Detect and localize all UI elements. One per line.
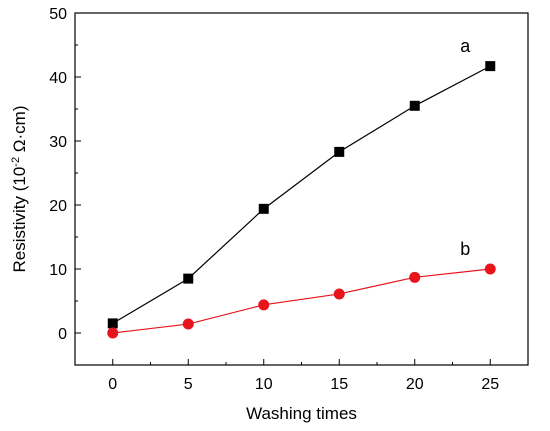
data-point-a [183, 273, 194, 284]
data-point-b [409, 271, 421, 283]
y-tick-label: 50 [49, 6, 67, 23]
data-point-a [258, 203, 269, 214]
series-line-a [112, 65, 491, 324]
series-label-a: a [460, 36, 471, 56]
data-point-b [484, 263, 496, 275]
data-point-b [107, 327, 119, 339]
y-tick-label: 20 [49, 198, 67, 215]
series-line-b [112, 268, 491, 334]
y-axis-title-suffix: Ω·cm) [10, 105, 29, 156]
y-tick-label: 30 [49, 134, 67, 151]
series-b [107, 263, 496, 339]
data-point-a [107, 318, 118, 329]
series-a [107, 61, 496, 329]
x-tick-label: 10 [255, 376, 273, 393]
y-axis-title: Resistivity (10-2 Ω·cm) [10, 105, 29, 272]
data-point-b [258, 299, 270, 311]
x-tick-label: 5 [184, 376, 193, 393]
x-axis-title: Washing times [246, 404, 357, 423]
data-point-a [409, 100, 420, 111]
y-tick-label: 10 [49, 262, 67, 279]
series-label-b: b [460, 239, 470, 259]
x-tick-label: 25 [481, 376, 499, 393]
y-tick-label: 40 [49, 70, 67, 87]
y-axis-title-prefix: Resistivity (10 [10, 167, 29, 273]
data-point-a [334, 146, 345, 157]
x-tick-label: 0 [108, 376, 117, 393]
plot-frame [74, 12, 529, 366]
y-axis-title-exponent: -2 [10, 157, 22, 167]
x-tick-label: 20 [406, 376, 424, 393]
data-point-b [182, 318, 194, 330]
data-point-a [485, 61, 496, 72]
y-tick-label: 0 [58, 326, 67, 343]
data-point-b [333, 288, 345, 300]
x-tick-label: 15 [330, 376, 348, 393]
